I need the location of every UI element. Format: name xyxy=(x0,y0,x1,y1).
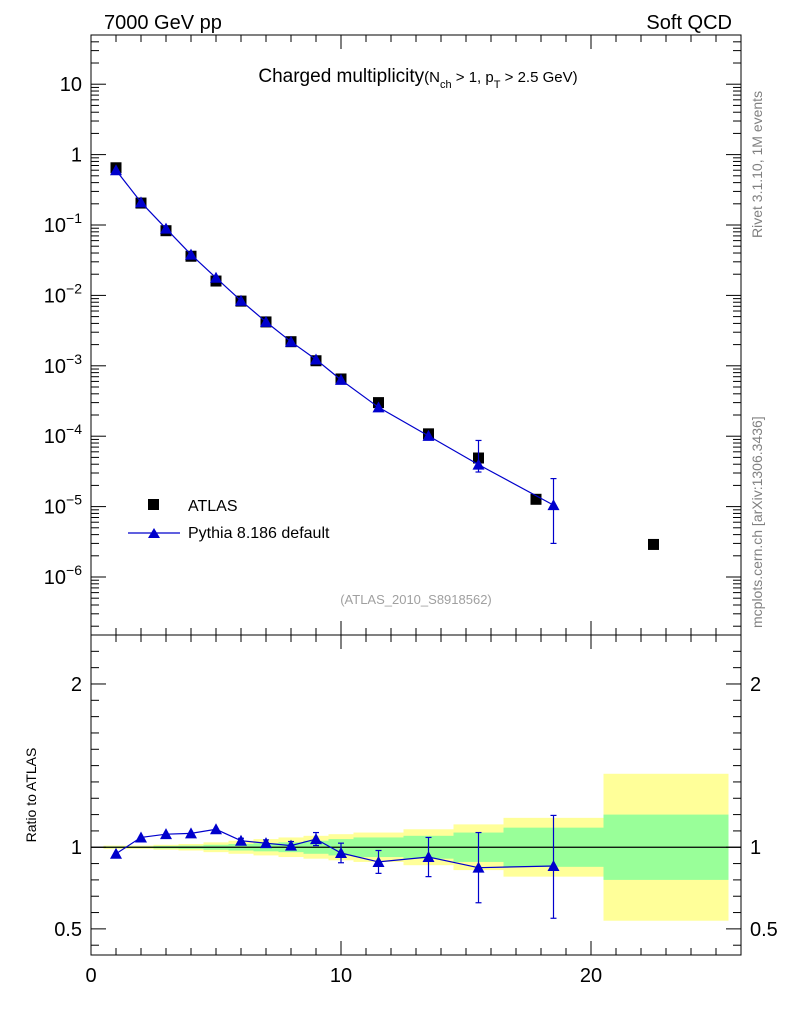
ratio-ylabel: Ratio to ATLAS xyxy=(23,748,39,843)
ratio-y-tick-label: 0.5 xyxy=(54,919,82,941)
legend-marker-atlas xyxy=(148,499,159,510)
ratio-pythia-point xyxy=(310,833,322,845)
pythia-point xyxy=(110,164,122,176)
pythia-point xyxy=(210,271,222,283)
pythia-line xyxy=(115,169,554,506)
pythia-point xyxy=(472,458,485,470)
main-title: Charged multiplicity(Nch > 1, pT > 2.5 G… xyxy=(258,66,577,91)
legend-label-pythia: Pythia 8.186 default xyxy=(188,525,330,542)
atlas-point xyxy=(648,538,659,550)
x-tick-label: 20 xyxy=(580,965,602,987)
y-tick-label: 1 xyxy=(71,145,82,167)
ratio-pythia-point xyxy=(135,831,147,843)
ratio-pythia-point xyxy=(547,860,560,872)
analysis-label: (ATLAS_2010_S8918562) xyxy=(340,592,492,607)
x-tick-label: 10 xyxy=(330,965,352,987)
pythia-point xyxy=(547,499,560,511)
main-panel: 10 1 10−1 10−2 10−3 10−4 10−5 10−6 Charged mult… xyxy=(44,34,742,636)
ratio-pythia-point xyxy=(160,828,172,840)
ratio-y-tick-label-right: 2 xyxy=(750,674,761,696)
y-tick-label: 10−1 xyxy=(44,210,82,237)
ratio-pythia-line xyxy=(115,828,554,869)
y-tick-label: 10−2 xyxy=(44,280,82,307)
title-main: Charged multiplicity xyxy=(258,66,424,87)
legend-marker-pythia xyxy=(148,528,160,538)
ratio-pythia-point xyxy=(335,846,347,858)
pythia-point xyxy=(235,294,247,306)
pythia-point xyxy=(160,222,172,234)
y-tick-label: 10−4 xyxy=(44,421,82,448)
ratio-pythia-point xyxy=(422,851,435,863)
header-left: 7000 GeV pp xyxy=(104,12,222,34)
pythia-point xyxy=(335,373,347,385)
y-tick-label: 10−5 xyxy=(44,492,82,519)
ratio-pythia-point xyxy=(285,839,297,851)
ratio-plot-area xyxy=(91,773,741,921)
main-frame xyxy=(90,34,742,636)
main-axes: 10 1 10−1 10−2 10−3 10−4 10−5 10−6 xyxy=(44,34,742,635)
pythia-point xyxy=(185,248,197,260)
legend: ATLAS Pythia 8.186 default xyxy=(128,498,330,542)
ratio-y-tick-label: 2 xyxy=(71,674,82,696)
main-plot-area xyxy=(110,162,659,550)
ratio-pythia-point xyxy=(110,847,122,859)
ratio-axes: 0 10 20 0.5 0.5 1 1 2 2 xyxy=(54,635,778,987)
ratio-y-tick-label: 1 xyxy=(71,837,82,859)
ratio-pythia-point xyxy=(185,827,197,839)
header-right: Soft QCD xyxy=(646,12,732,34)
ratio-y-tick-label-right: 1 xyxy=(750,837,761,859)
pythia-point xyxy=(310,353,322,365)
pythia-point xyxy=(260,315,272,327)
pythia-point xyxy=(135,196,147,208)
x-tick-label: 0 xyxy=(85,965,96,987)
rivet-label: Rivet 3.1.10, 1M events xyxy=(749,91,765,238)
ratio-pythia-point xyxy=(210,823,222,835)
ratio-pythia-point xyxy=(235,834,247,846)
ratio-pythia-point xyxy=(372,855,385,867)
pythia-point xyxy=(372,401,385,413)
y-tick-label: 10−3 xyxy=(44,351,82,378)
ratio-pythia-point xyxy=(472,861,485,873)
legend-label-atlas: ATLAS xyxy=(188,498,238,515)
y-tick-label: 10 xyxy=(60,74,82,96)
ratio-y-tick-label-right: 0.5 xyxy=(750,919,778,941)
pythia-point xyxy=(422,429,435,441)
pythia-point xyxy=(285,335,297,347)
ratio-pythia-point xyxy=(260,837,272,849)
atlas-point xyxy=(530,493,542,505)
ratio-panel: 0 10 20 0.5 0.5 1 1 2 2 Ratio to ATLAS xyxy=(23,634,778,987)
y-tick-label: 10−6 xyxy=(44,562,82,589)
mcplots-label: mcplots.cern.ch [arXiv:1306.3436] xyxy=(749,416,765,628)
